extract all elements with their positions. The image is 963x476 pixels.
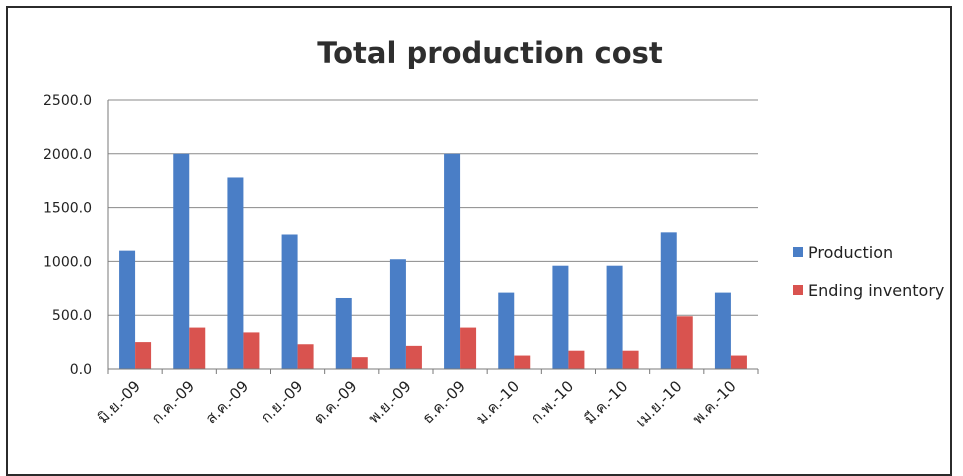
bar-production [714, 292, 731, 369]
bar-ending-inventory [351, 357, 368, 369]
bar-ending-inventory [460, 327, 477, 369]
x-tick-label: มิ.ย.-09 [94, 377, 144, 427]
x-tick-label: ก.ค.-09 [148, 377, 198, 427]
x-tick-label: ก.พ.-10 [527, 377, 577, 427]
bar-ending-inventory [189, 327, 206, 369]
gridlines [108, 99, 758, 316]
y-tick-label: 1000.0 [43, 254, 92, 270]
x-tick-label: มี.ค.-10 [581, 377, 632, 428]
y-tick-label: 2000.0 [43, 147, 92, 163]
bar-ending-inventory [135, 342, 152, 369]
bar-production [660, 232, 677, 369]
bar-production [606, 265, 623, 369]
bar-ending-inventory [730, 355, 747, 369]
legend-label: Production [808, 243, 893, 262]
bar-chart: Total production cost 0.0 500.0 1000.0 1500… [43, 36, 944, 431]
bars [119, 153, 747, 369]
legend: Production Ending inventory [793, 243, 944, 300]
bar-production [119, 250, 136, 369]
bar-ending-inventory [405, 345, 422, 369]
bar-ending-inventory [297, 344, 314, 369]
y-tick-label: 2500.0 [43, 93, 92, 109]
x-tick-label: ต.ค.-09 [310, 377, 361, 428]
bar-ending-inventory [243, 332, 260, 369]
bar-ending-inventory [514, 355, 531, 369]
x-tick-label: เม.ย.-10 [632, 377, 686, 431]
y-tick-label: 500.0 [52, 308, 92, 324]
bar-production [389, 259, 406, 369]
legend-swatch [793, 247, 803, 257]
y-tick-label: 0.0 [70, 362, 92, 378]
x-tick-label: ม.ค.-10 [472, 377, 523, 428]
x-tick-label: ธ.ค.-09 [419, 377, 469, 427]
chart-frame [6, 6, 952, 476]
bar-production [173, 153, 190, 369]
chart-title: Total production cost [317, 36, 663, 70]
x-tick-label: พ.ย.-09 [365, 377, 415, 427]
bar-ending-inventory [568, 350, 585, 369]
legend-swatch [793, 285, 803, 295]
bar-production [335, 297, 352, 369]
bar-production [227, 177, 244, 369]
bar-production [281, 234, 298, 369]
bar-ending-inventory [676, 316, 693, 369]
bar-ending-inventory [622, 350, 639, 369]
x-tick-label: พ.ค.-10 [689, 377, 740, 428]
y-tick-label: 1500.0 [43, 201, 92, 217]
bar-production [552, 265, 569, 369]
bar-production [444, 153, 461, 369]
x-tick-label: ส.ค.-09 [202, 377, 252, 427]
legend-label: Ending inventory [808, 281, 944, 300]
y-axis: 0.0 500.0 1000.0 1500.0 2000.0 2500.0 [43, 93, 109, 378]
x-tick-label: ก.ย.-09 [257, 377, 306, 426]
x-axis: มิ.ย.-09 ก.ค.-09 ส.ค.-09 ก.ย.-09 ต.ค.-09 พ.ย.… [94, 368, 759, 431]
bar-production [498, 292, 515, 369]
